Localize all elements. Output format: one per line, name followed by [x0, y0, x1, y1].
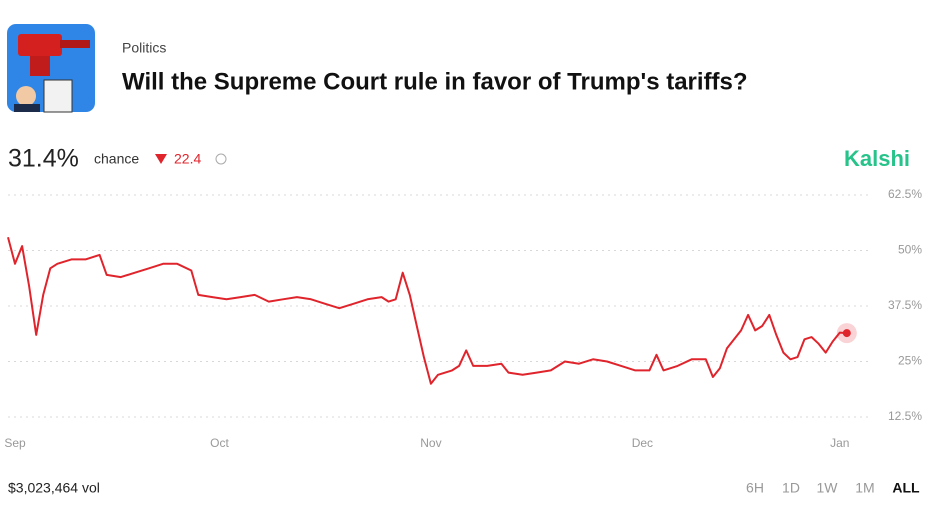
chance-value: 31.4% [8, 145, 79, 173]
range-button[interactable]: 1M [855, 480, 874, 496]
info-icon[interactable] [215, 153, 227, 165]
y-tick-label: 50% [898, 243, 922, 257]
x-tick-label: Nov [420, 436, 441, 450]
y-tick-label: 37.5% [888, 298, 922, 312]
x-tick-label: Jan [830, 436, 849, 450]
range-button[interactable]: 1D [782, 480, 800, 496]
x-tick-label: Oct [210, 436, 229, 450]
price-line [7, 236, 847, 385]
chart: 12.5% 25% 37.5% 50% 62.5% Sep Oct Nov Dec Jan [4, 187, 922, 450]
y-tick-label: 12.5% [888, 409, 922, 423]
range-buttons: 6H 1D 1W 1M ALL [746, 480, 920, 496]
chance-label: chance [94, 151, 139, 167]
y-tick-label: 25% [898, 354, 922, 368]
x-tick-label: Dec [632, 436, 653, 450]
x-tick-label: Sep [4, 436, 26, 450]
market-icon [7, 24, 95, 113]
current-dot [842, 329, 851, 338]
title: Will the Supreme Court rule in favor of … [122, 68, 748, 95]
y-tick-label: 62.5% [888, 187, 922, 201]
down-arrow [155, 154, 167, 164]
category: Politics [122, 40, 166, 56]
brand: Kalshi [844, 146, 910, 171]
volume: $3,023,464 vol [8, 480, 100, 496]
change: 22.4 [174, 151, 201, 167]
range-button[interactable]: 6H [746, 480, 764, 496]
range-button[interactable]: ALL [892, 480, 920, 496]
range-button[interactable]: 1W [817, 480, 839, 496]
